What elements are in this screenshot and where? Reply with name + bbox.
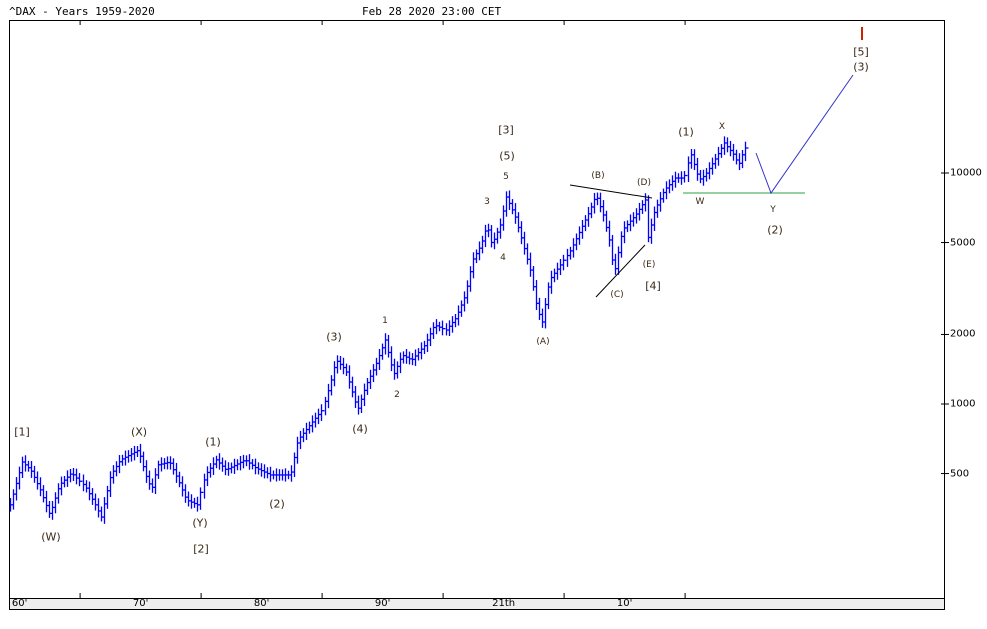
- wave-label: (A): [536, 337, 550, 347]
- x-tick-label: 80': [253, 598, 270, 609]
- chart-timestamp: Feb 28 2020 23:00 CET: [362, 5, 502, 18]
- x-tick-label: 70': [132, 598, 149, 609]
- triangle-lower-trendline: [595, 244, 646, 298]
- wave-label: (E): [642, 260, 656, 270]
- wave-label: (C): [610, 290, 624, 300]
- y-tick-label: 2000: [950, 328, 976, 340]
- wave-label: [2]: [193, 542, 209, 556]
- wave-label: (2): [269, 497, 285, 511]
- wave-label: 1: [382, 316, 388, 326]
- x-tick-label: 90': [374, 598, 391, 609]
- wave-label: (Y): [192, 516, 208, 530]
- wave-label: (1): [678, 125, 694, 139]
- wave-label: X: [718, 122, 726, 132]
- wave-label: (4): [352, 422, 368, 436]
- plot-frame: [9, 20, 945, 599]
- y-tick-label: 1000: [950, 398, 976, 410]
- x-tick-label: 60': [11, 598, 28, 609]
- wave-label: Y: [770, 205, 776, 215]
- wave-label: (3): [853, 60, 869, 74]
- y-tick-label: 5000: [950, 237, 976, 249]
- wave-label: (2): [767, 223, 783, 237]
- wave-label: (1): [205, 435, 221, 449]
- wave-label: (3): [326, 330, 342, 344]
- wave-label: (D): [637, 178, 651, 188]
- x-tick-label: 10': [616, 598, 633, 609]
- chart-title: ^DAX - Years 1959-2020: [9, 5, 155, 18]
- wave-label: [1]: [14, 425, 30, 439]
- projection-path: [755, 74, 854, 195]
- wave-label: [4]: [645, 279, 661, 293]
- x-tick-label: 21th: [492, 598, 516, 609]
- wave-label: 5: [503, 172, 509, 182]
- triangle-upper-trendline: [569, 184, 653, 199]
- wave-label: [3]: [498, 123, 514, 137]
- wave-label: [5]: [853, 45, 869, 59]
- wave-label: (B): [591, 171, 605, 181]
- wave-label: 2: [394, 390, 400, 400]
- wave-label: (X): [130, 425, 148, 439]
- wave-label: (5): [499, 149, 515, 163]
- wave-label: W: [695, 197, 705, 207]
- wave-label: 4: [500, 253, 506, 263]
- wave-label: 3: [484, 197, 490, 207]
- x-axis-strip: [9, 598, 945, 610]
- y-tick-label: 10000: [950, 167, 982, 179]
- wave-label: (W): [41, 530, 61, 544]
- y-tick-label: 500: [950, 468, 970, 480]
